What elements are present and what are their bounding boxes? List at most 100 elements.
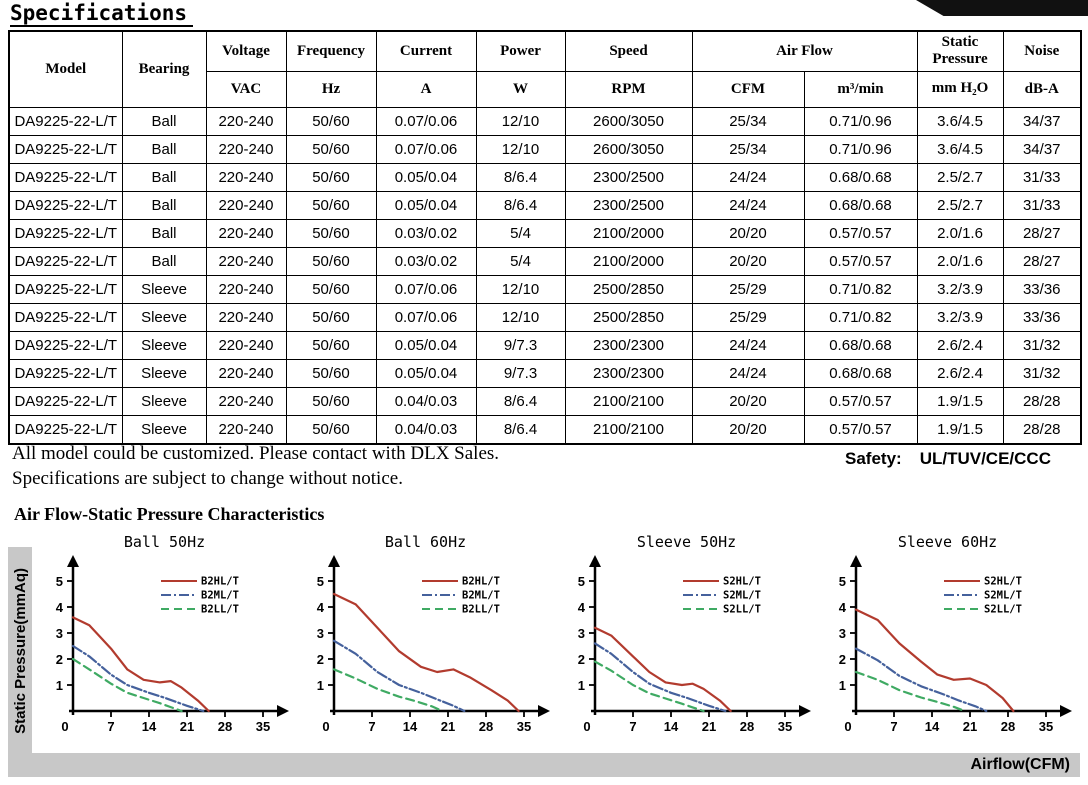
cell-model: DA9225-22-L/T (8, 386, 123, 416)
header-rpm: RPM (564, 70, 693, 108)
cell-m3min: 0.71/0.82 (803, 274, 918, 304)
svg-text:S2ML/T: S2ML/T (984, 590, 1022, 602)
svg-text:B2LL/T: B2LL/T (201, 604, 239, 616)
cell-power: 5/4 (475, 246, 566, 276)
svg-text:4: 4 (577, 600, 585, 615)
svg-text:14: 14 (141, 719, 156, 734)
header-vac: VAC (205, 70, 287, 108)
cell-model: DA9225-22-L/T (8, 218, 123, 248)
cell-speed: 2300/2500 (564, 190, 693, 220)
cell-cfm: 25/34 (691, 134, 805, 164)
cell-m3min: 0.71/0.96 (803, 134, 918, 164)
svg-text:14: 14 (924, 719, 939, 734)
header-current: Current (375, 30, 477, 72)
cell-current: 0.04/0.03 (375, 414, 477, 444)
svg-text:21: 21 (701, 719, 715, 734)
svg-text:1: 1 (838, 678, 845, 693)
cell-model: DA9225-22-L/T (8, 302, 123, 332)
cell-speed: 2300/2300 (564, 330, 693, 360)
chart-title: Sleeve 60Hz (897, 533, 998, 551)
cell-dba: 33/36 (1002, 302, 1082, 332)
cell-voltage: 220-240 (205, 134, 287, 164)
svg-text:5: 5 (838, 574, 845, 589)
table-row: DA9225-22-L/T Sleeve 220-240 50/60 0.05/0.04… (8, 330, 1082, 360)
cell-mmh2o: 2.6/2.4 (916, 358, 1004, 388)
cell-voltage: 220-240 (205, 358, 287, 388)
cell-m3min: 0.57/0.57 (803, 218, 918, 248)
svg-text:21: 21 (179, 719, 193, 734)
spec-table-body: DA9225-22-L/T Ball 220-240 50/60 0.07/0.06 12… (8, 106, 1082, 444)
cell-current: 0.07/0.06 (375, 274, 477, 304)
cell-mmh2o: 1.9/1.5 (916, 414, 1004, 444)
header-a: A (375, 70, 477, 108)
svg-text:3: 3 (55, 626, 62, 641)
cell-voltage: 220-240 (205, 386, 287, 416)
cell-power: 8/6.4 (475, 386, 566, 416)
cell-cfm: 20/20 (691, 246, 805, 276)
cell-dba: 28/28 (1002, 414, 1082, 444)
header-m3min: m³/min (803, 70, 918, 108)
table-row: DA9225-22-L/T Ball 220-240 50/60 0.07/0.06 12… (8, 134, 1082, 164)
header-power: Power (475, 30, 566, 72)
svg-text:14: 14 (402, 719, 417, 734)
chart-title: Ball 60Hz (384, 533, 467, 551)
cell-frequency: 50/60 (285, 330, 377, 360)
cell-mmh2o: 2.5/2.7 (916, 190, 1004, 220)
cell-current: 0.05/0.04 (375, 190, 477, 220)
x-axis-label-bar: Airflow(CFM) (8, 753, 1080, 777)
cell-model: DA9225-22-L/T (8, 274, 123, 304)
cell-current: 0.07/0.06 (375, 106, 477, 136)
cell-power: 12/10 (475, 106, 566, 136)
cell-speed: 2500/2850 (564, 274, 693, 304)
cell-mmh2o: 3.2/3.9 (916, 274, 1004, 304)
y-axis-label: Static Pressure(mmAq) (11, 568, 29, 734)
cell-frequency: 50/60 (285, 218, 377, 248)
cell-current: 0.03/0.02 (375, 246, 477, 276)
chart-plot-2: 0 7 14 21 28 35 1 2 3 4 5 S2HL/T S2ML/T S2LL/T (577, 555, 811, 734)
cell-cfm: 24/24 (691, 190, 805, 220)
svg-text:7: 7 (107, 719, 114, 734)
cell-voltage: 220-240 (205, 190, 287, 220)
cell-voltage: 220-240 (205, 414, 287, 444)
header-frequency: Frequency (285, 30, 377, 72)
cell-mmh2o: 2.0/1.6 (916, 218, 1004, 248)
table-row: DA9225-22-L/T Ball 220-240 50/60 0.03/0.02 5/… (8, 218, 1082, 248)
svg-text:B2HL/T: B2HL/T (462, 576, 500, 588)
table-row: DA9225-22-L/T Sleeve 220-240 50/60 0.07/0.06… (8, 302, 1082, 332)
cell-power: 5/4 (475, 218, 566, 248)
svg-text:0: 0 (322, 719, 329, 734)
cell-dba: 34/37 (1002, 106, 1082, 136)
cell-m3min: 0.57/0.57 (803, 414, 918, 444)
cell-frequency: 50/60 (285, 302, 377, 332)
cell-dba: 28/28 (1002, 386, 1082, 416)
table-row: DA9225-22-L/T Sleeve 220-240 50/60 0.07/0.06… (8, 274, 1082, 304)
spec-table: Model Bearing Voltage Frequency Current … (8, 30, 1082, 445)
svg-text:0: 0 (583, 719, 590, 734)
cell-power: 12/10 (475, 302, 566, 332)
cell-power: 8/6.4 (475, 162, 566, 192)
cell-m3min: 0.71/0.96 (803, 106, 918, 136)
header-bearing: Bearing (121, 30, 207, 108)
cell-bearing: Ball (121, 190, 207, 220)
svg-text:B2ML/T: B2ML/T (462, 590, 500, 602)
cell-model: DA9225-22-L/T (8, 106, 123, 136)
cell-frequency: 50/60 (285, 106, 377, 136)
svg-text:35: 35 (516, 719, 530, 734)
cell-m3min: 0.68/0.68 (803, 162, 918, 192)
cell-frequency: 50/60 (285, 134, 377, 164)
cell-power: 8/6.4 (475, 190, 566, 220)
cell-bearing: Ball (121, 246, 207, 276)
chart-plot-3: 0 7 14 21 28 35 1 2 3 4 5 S2HL/T S2ML/T S2LL/T (838, 555, 1072, 734)
table-row: DA9225-22-L/T Sleeve 220-240 50/60 0.04/0.03… (8, 386, 1082, 416)
cell-frequency: 50/60 (285, 358, 377, 388)
cell-cfm: 20/20 (691, 218, 805, 248)
cell-current: 0.03/0.02 (375, 218, 477, 248)
cell-mmh2o: 3.6/4.5 (916, 106, 1004, 136)
svg-text:S2LL/T: S2LL/T (984, 604, 1022, 616)
cell-frequency: 50/60 (285, 246, 377, 276)
svg-text:1: 1 (55, 678, 62, 693)
cell-frequency: 50/60 (285, 274, 377, 304)
cell-cfm: 20/20 (691, 386, 805, 416)
chart-plot-0: 0 7 14 21 28 35 1 2 3 4 5 B2HL/T B2ML/T B2LL/T (55, 555, 289, 734)
cell-bearing: Sleeve (121, 302, 207, 332)
